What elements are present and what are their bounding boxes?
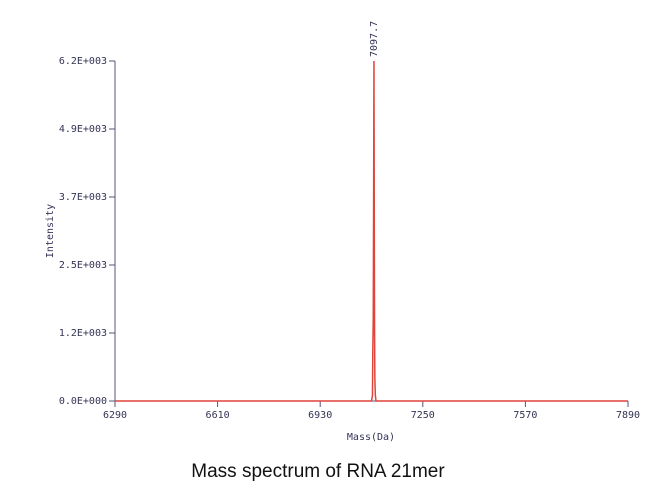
y-tick-label: 4.9E+003 <box>59 124 107 135</box>
y-tick-label: 2.5E+003 <box>59 260 107 271</box>
x-tick-label: 7570 <box>513 410 537 421</box>
x-tick-label: 6290 <box>103 410 127 421</box>
chart-title: Mass spectrum of RNA 21mer <box>191 461 445 482</box>
y-tick-label: 1.2E+003 <box>59 328 107 339</box>
x-tick-label: 6930 <box>308 410 332 421</box>
y-tick-label: 3.7E+003 <box>59 192 107 203</box>
peak-label: 7097.7 <box>369 21 380 57</box>
x-axis-label: Mass(Da) <box>347 432 395 443</box>
spectrum-line <box>115 60 628 402</box>
y-tick-label: 6.2E+003 <box>59 56 107 67</box>
x-tick-label: 7890 <box>616 410 640 421</box>
y-tick-label: 0.0E+000 <box>59 396 107 407</box>
x-tick-label: 7250 <box>411 410 435 421</box>
y-axis-label: Intensity <box>45 204 56 258</box>
x-tick-label: 6610 <box>206 410 230 421</box>
